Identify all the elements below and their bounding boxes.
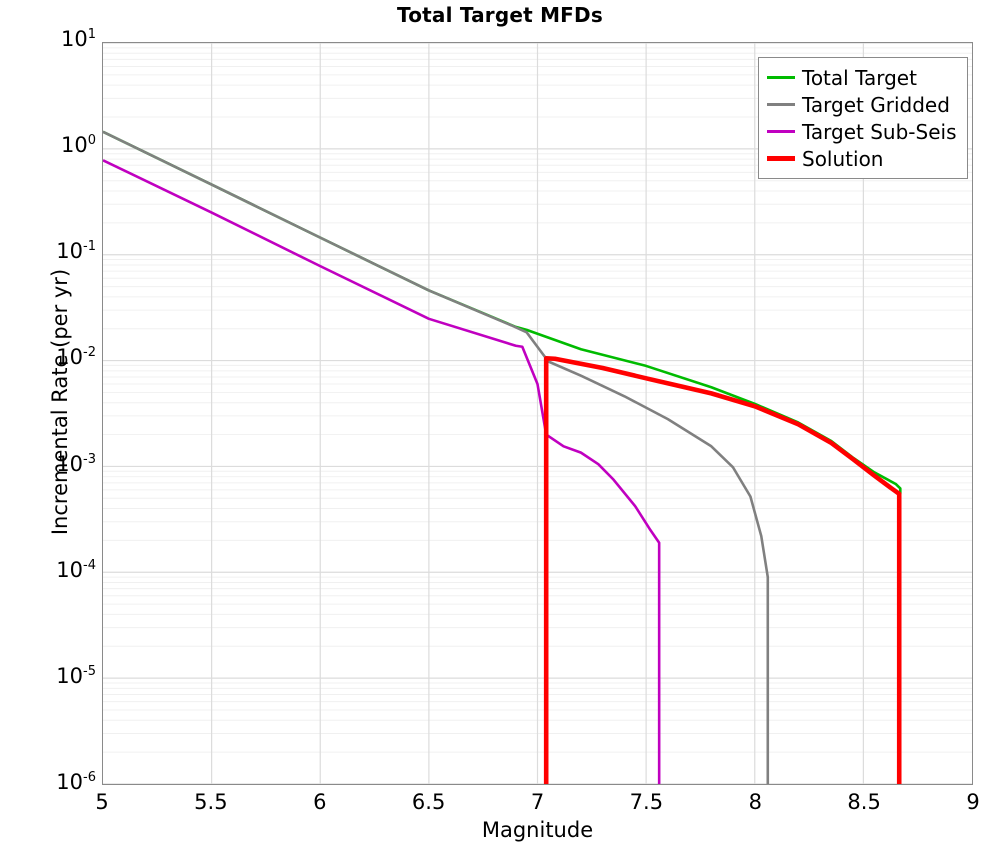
x-tick-label: 6 — [313, 790, 327, 814]
x-tick-label: 5.5 — [194, 790, 228, 814]
series-line — [103, 130, 770, 784]
legend-item-label: Solution — [802, 146, 884, 171]
y-tick-label: 10-4 — [56, 557, 96, 582]
x-tick-label: 8.5 — [847, 790, 881, 814]
x-tick-label: 9 — [966, 790, 980, 814]
legend-color-swatch — [767, 130, 795, 133]
series-line — [543, 356, 902, 784]
x-tick-label: 7 — [530, 790, 545, 814]
legend-item[interactable]: Solution — [767, 145, 957, 172]
series-line — [103, 130, 902, 494]
legend-item-label: Target Sub-Seis — [802, 119, 957, 144]
legend-color-swatch — [767, 103, 795, 106]
y-tick-label: 10-3 — [56, 451, 96, 476]
legend-item-label: Total Target — [802, 65, 917, 90]
y-axis-label: Incremental Rate (per yr) — [48, 268, 72, 536]
chart-title: Total Target MFDs — [397, 3, 603, 27]
legend-color-swatch — [767, 76, 795, 79]
y-tick-label: 10-5 — [56, 663, 96, 688]
y-tick-label: 10-6 — [56, 770, 96, 794]
legend-item[interactable]: Target Sub-Seis — [767, 118, 957, 145]
x-tick-label: 6.5 — [411, 790, 446, 814]
legend-item[interactable]: Total Target — [767, 64, 957, 91]
x-tick-label: 7.5 — [629, 790, 664, 814]
legend-item[interactable]: Target Gridded — [767, 91, 957, 118]
x-tick-label: 8 — [748, 790, 762, 814]
y-tick-label: 101 — [60, 27, 96, 51]
legend-item-label: Target Gridded — [802, 92, 950, 117]
chart-legend: Total Target Target Gridded Target Sub-Sei… — [758, 57, 968, 179]
x-tick-label: 5 — [95, 790, 109, 814]
y-tick-label: 10-1 — [56, 239, 96, 264]
y-tick-label: 10-2 — [56, 345, 96, 370]
data-series-layer — [103, 130, 902, 784]
legend-color-swatch — [767, 156, 795, 161]
series-line — [103, 159, 661, 784]
x-axis-label: Magnitude — [481, 818, 594, 842]
y-tick-label: 100 — [60, 133, 96, 158]
